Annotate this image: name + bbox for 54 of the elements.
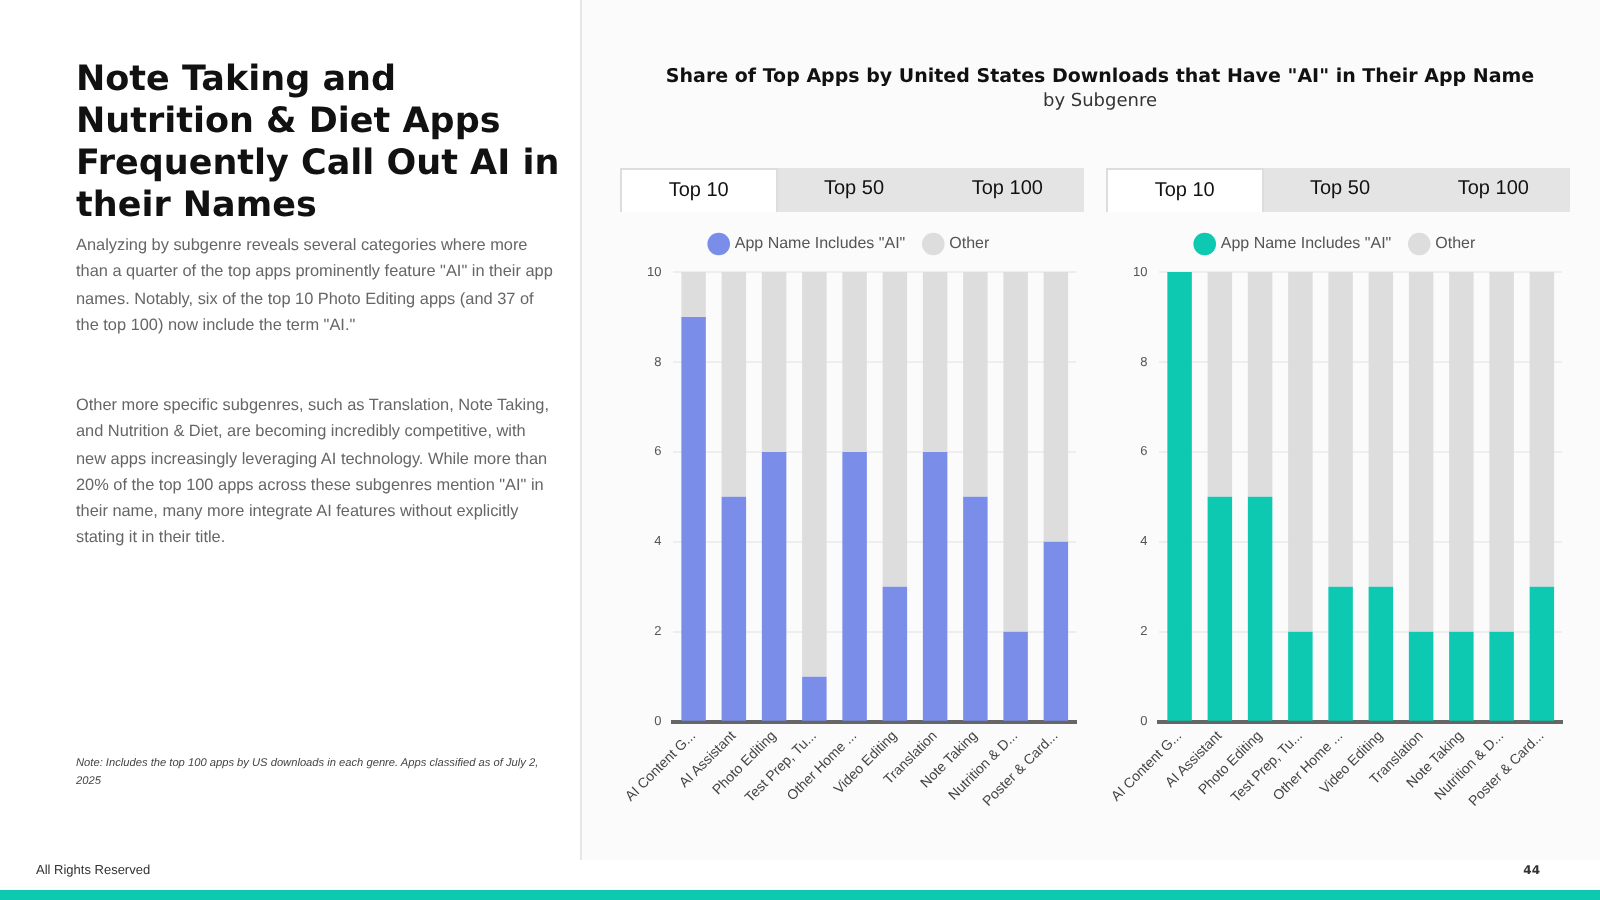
bar	[1003, 631, 1028, 721]
bar	[922, 272, 948, 452]
text: Note Taking and Nutrition & Diet Apps Frequently Call Out AI in their Names	[76, 60, 562, 228]
bar	[681, 272, 706, 317]
bar	[1529, 272, 1555, 587]
bar	[761, 272, 787, 452]
bar	[1368, 586, 1394, 721]
bar	[1328, 272, 1353, 587]
bar	[842, 272, 867, 452]
bar	[1043, 541, 1069, 721]
bar	[1489, 272, 1514, 632]
text: Share of Top Apps by United States Downloads that Have "AI" in Their App Name	[663, 66, 1537, 88]
text: Top 100	[1455, 176, 1531, 204]
bar	[882, 586, 908, 721]
text: Top 10	[1106, 168, 1264, 212]
bar	[681, 316, 706, 721]
bar	[1328, 586, 1353, 721]
bar	[1449, 631, 1474, 721]
bar	[842, 451, 867, 721]
bar	[1288, 272, 1313, 632]
bar	[1247, 272, 1273, 497]
bar	[1288, 631, 1313, 721]
bar	[802, 676, 827, 721]
legend-label: App Name Includes "AI"	[734, 234, 906, 253]
bar	[1408, 631, 1434, 721]
text: Analyzing by subgenre reveals several categories where more than a quarter of the top apps prominently feature "AI" in their app names. Notably, six of the top 10 Photo Editing apps (and 37 of the top 100) now include the term "AI."	[76, 234, 555, 338]
text: Top 50	[1307, 176, 1373, 204]
bar	[1207, 496, 1233, 721]
bar	[1167, 272, 1192, 721]
bar	[1449, 272, 1474, 632]
bar	[721, 496, 747, 721]
bar	[1408, 272, 1434, 632]
bar	[721, 272, 747, 497]
text: Top 100	[969, 176, 1045, 204]
bar	[1247, 496, 1273, 721]
bar	[1529, 586, 1555, 721]
text: Top 10	[620, 168, 778, 212]
text: Top 50	[821, 176, 887, 204]
bar	[1043, 272, 1069, 542]
text: Other more specific subgenres, such as Translation, Note Taking, and Nutrition & Diet, are becoming incredibly competitive, with new apps increasingly leveraging AI technology. While more than 20% of the top 100 apps across these subgenres mention "AI" in their name, many more integrate AI features without explicitly stating it in their title.	[76, 394, 551, 551]
bar	[1368, 272, 1394, 587]
text: by Subgenre	[1040, 92, 1160, 112]
bar	[963, 496, 988, 721]
bar	[802, 272, 827, 677]
bar	[1003, 272, 1028, 632]
legend-label: App Name Includes "AI"	[1220, 234, 1392, 253]
bar	[922, 451, 948, 721]
legend-label: Other	[949, 234, 990, 253]
bar	[1489, 631, 1514, 721]
bar	[1207, 272, 1233, 497]
bar	[882, 272, 908, 587]
legend-label: Other	[1435, 234, 1476, 253]
bar	[761, 451, 787, 721]
bar	[963, 272, 988, 497]
